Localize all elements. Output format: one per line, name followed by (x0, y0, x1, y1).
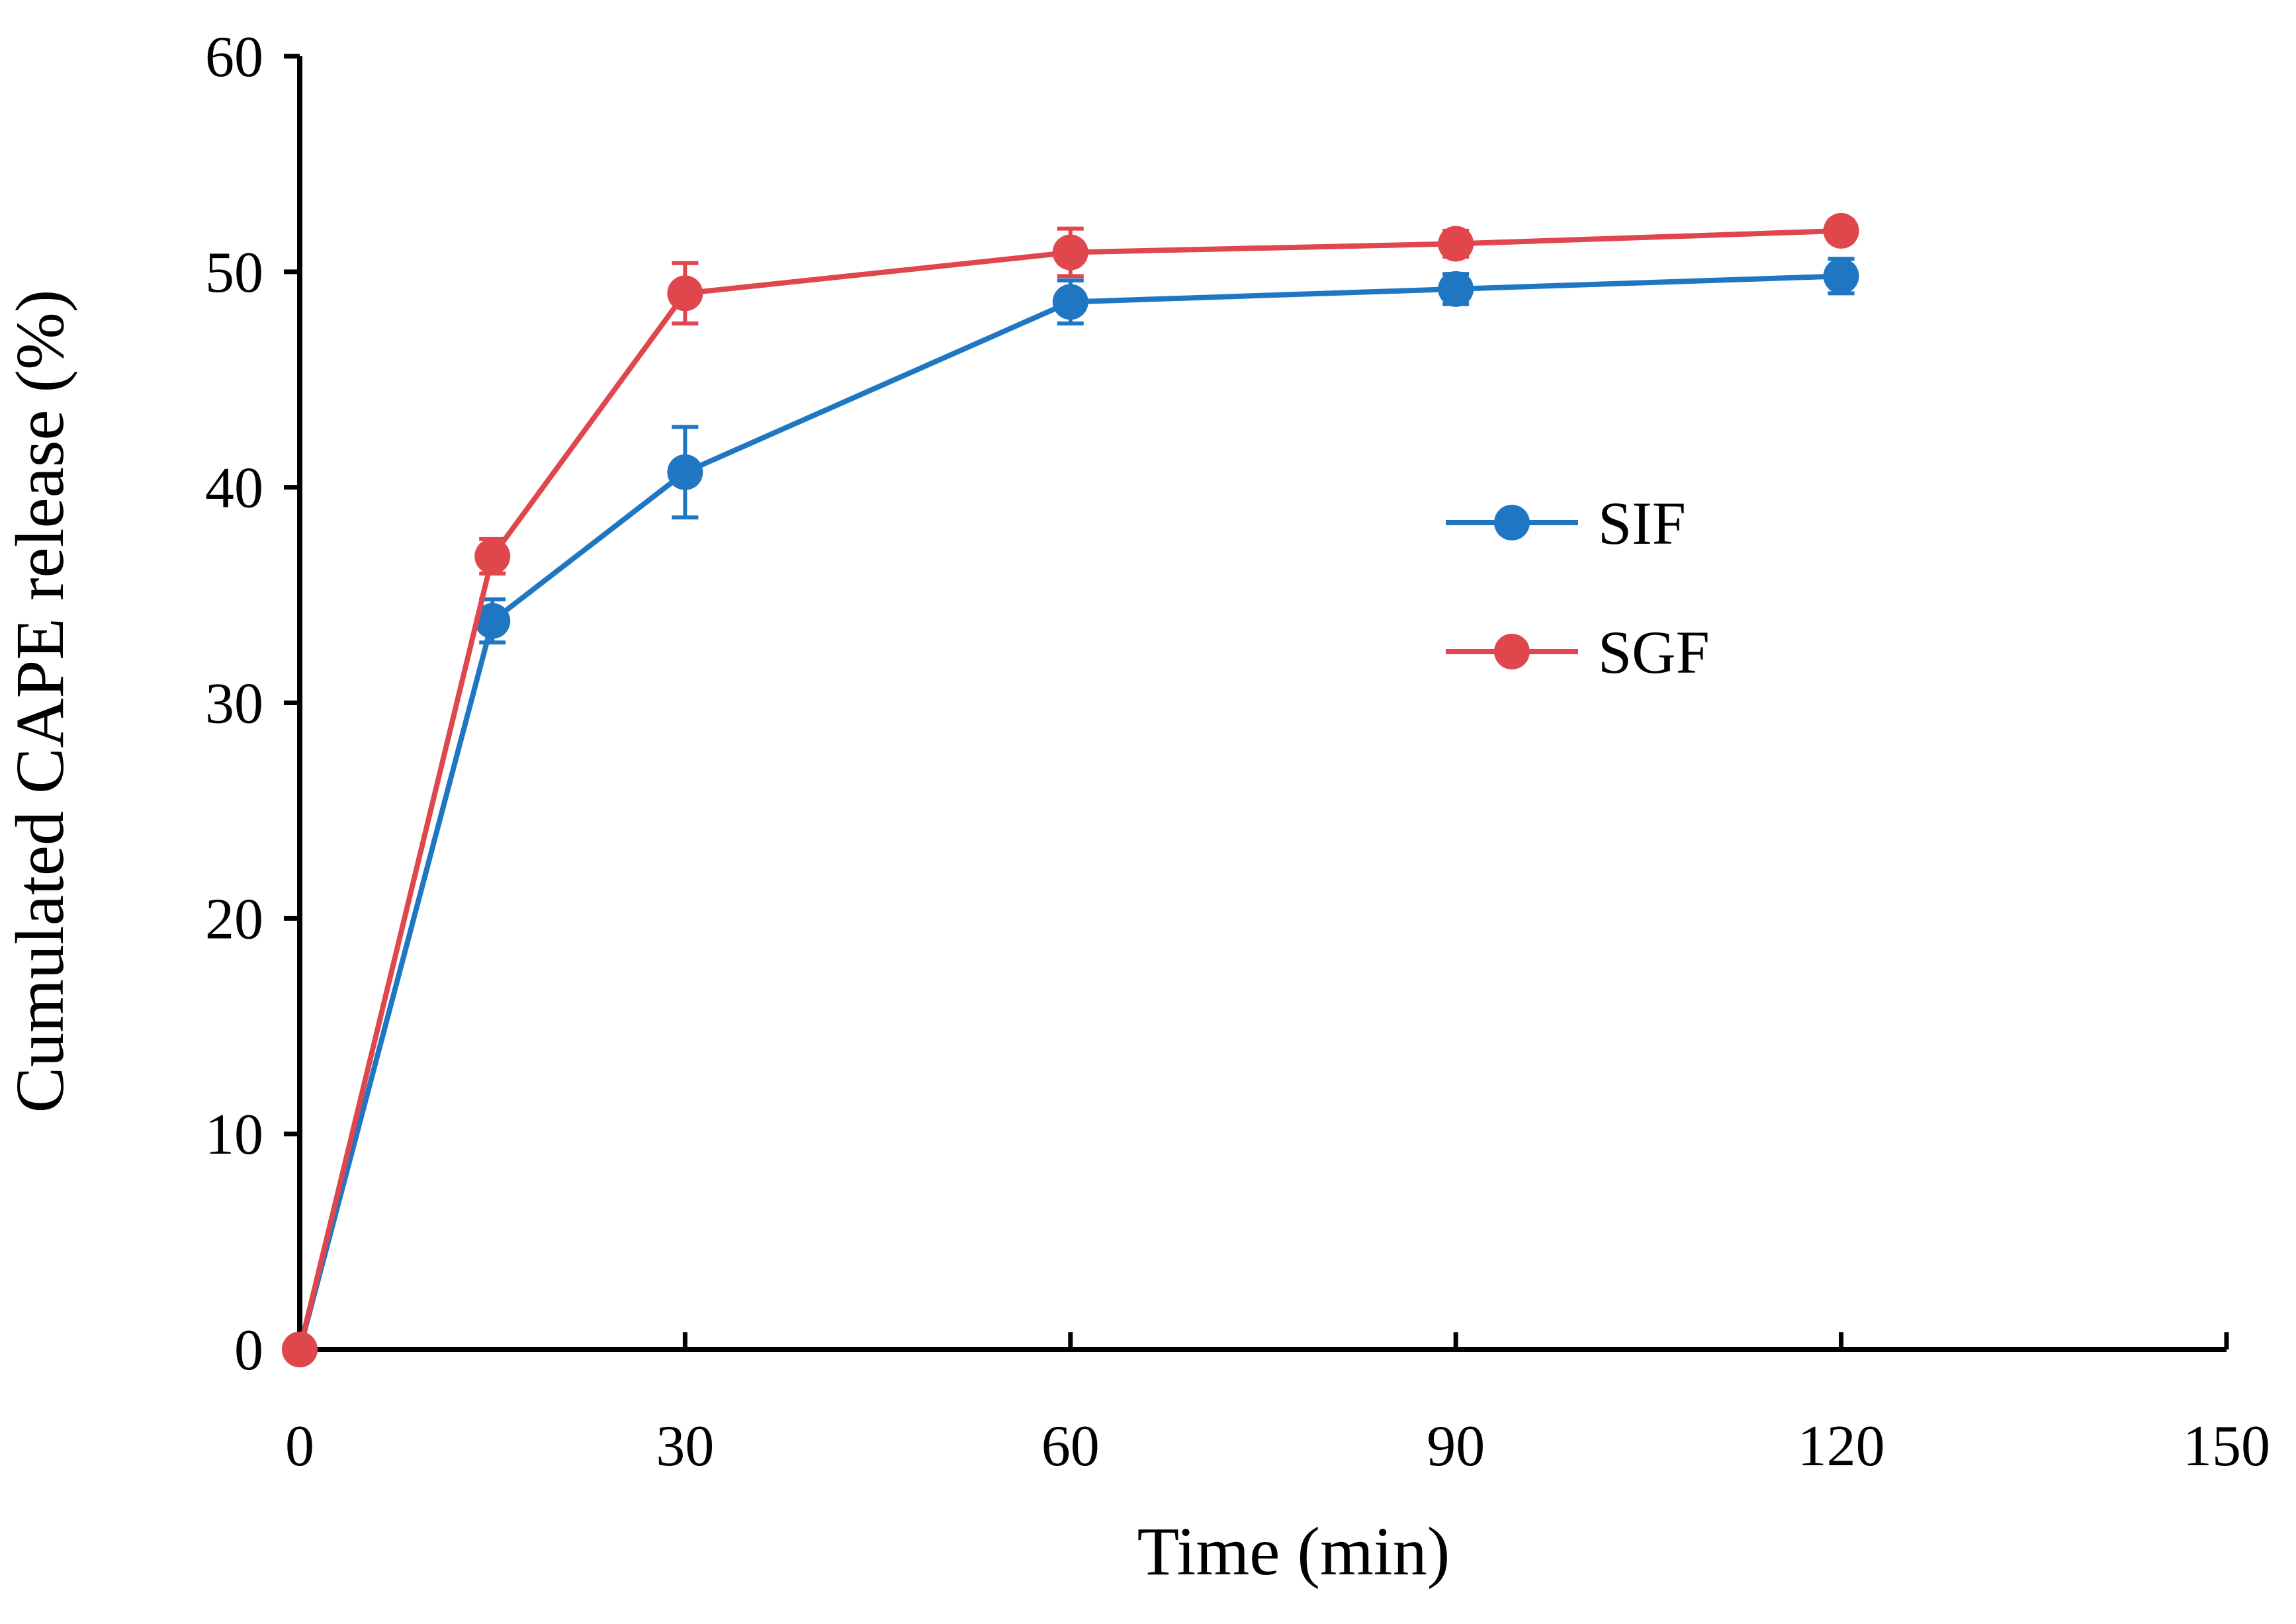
legend-swatch-marker (1494, 505, 1530, 540)
x-tick-label: 150 (2183, 1414, 2270, 1478)
data-point (1823, 258, 1859, 294)
data-point (667, 275, 703, 312)
series-sgf (282, 212, 1859, 1367)
y-tick-label: 0 (234, 1318, 263, 1383)
legend-label: SGF (1598, 619, 1710, 686)
x-tick-label: 0 (285, 1414, 314, 1478)
data-point (667, 454, 703, 490)
y-tick-label: 10 (205, 1103, 263, 1167)
data-point (1438, 226, 1474, 262)
x-tick-label: 60 (1041, 1414, 1100, 1478)
y-tick-label: 60 (205, 25, 263, 89)
legend: SIF SGF (1446, 490, 1710, 686)
data-point (474, 538, 511, 574)
ticks: 0 10 20 30 40 50 60 0 30 60 90 120 150 (205, 25, 2270, 1478)
x-tick-label: 30 (656, 1414, 714, 1478)
data-point (1823, 212, 1859, 249)
series-layer (282, 212, 1859, 1367)
y-tick-label: 20 (205, 887, 263, 951)
legend-item-sgf: SGF (1446, 619, 1710, 686)
series-sif (282, 257, 1859, 1367)
legend-label: SIF (1598, 490, 1686, 557)
data-point (474, 603, 511, 639)
y-tick-label: 30 (205, 672, 263, 736)
series-line-sif (297, 273, 1841, 1351)
x-tick-label: 90 (1427, 1414, 1485, 1478)
x-tick-label: 120 (1798, 1414, 1885, 1478)
y-tick-label: 40 (205, 456, 263, 521)
x-axis-title: Time (min) (1137, 1514, 1450, 1590)
y-tick-label: 50 (205, 241, 263, 305)
y-axis-title: Cumulated CAPE release (%) (2, 290, 78, 1113)
series-line-sgf (297, 228, 1841, 1350)
legend-item-sif: SIF (1446, 490, 1686, 557)
data-point (1052, 234, 1088, 271)
data-point (282, 1332, 318, 1367)
data-point (1438, 271, 1474, 307)
legend-swatch-marker (1494, 634, 1530, 669)
data-point (1052, 284, 1088, 320)
